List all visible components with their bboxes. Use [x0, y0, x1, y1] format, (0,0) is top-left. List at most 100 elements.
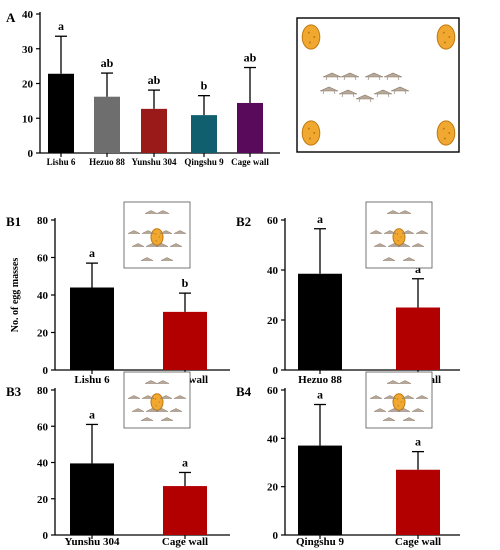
- panel-b3: B3 0 20 40 60 80 a Yunshu 304 a Cage wall: [6, 384, 230, 548]
- y-tick-label: 0: [273, 530, 279, 542]
- moth-icon: [156, 210, 170, 214]
- moth-icon: [382, 417, 396, 421]
- significance-letter: a: [58, 19, 64, 33]
- moth-icon: [169, 408, 183, 412]
- moth-icon: [127, 395, 141, 399]
- y-tick-label: 60: [37, 421, 49, 433]
- significance-letter: ab: [101, 56, 114, 70]
- moth-icon: [141, 230, 155, 234]
- panel-a: A 0 10 20 30 40 a Lishu 6 ab Hezuo 88 ab Yunshu 304…: [6, 9, 280, 167]
- bar: [94, 96, 120, 153]
- potato-icon: [301, 24, 321, 50]
- moth-icon: [338, 89, 358, 98]
- inset-b2: [365, 201, 433, 269]
- moth-icon: [402, 257, 416, 261]
- moth-icon: [401, 230, 415, 234]
- significance-letter: ab: [148, 73, 161, 87]
- significance-letter: b: [201, 79, 208, 93]
- significance-letter: a: [415, 435, 421, 449]
- y-tick-label: 60: [267, 215, 279, 227]
- x-tick-label: Qingshu 9: [184, 157, 224, 167]
- moth-icon: [387, 243, 401, 247]
- moth-icon: [156, 380, 170, 384]
- y-tick-label: 20: [37, 328, 49, 340]
- bar: [48, 73, 74, 153]
- moth-icon: [401, 395, 415, 399]
- x-tick-label: Yunshu 304: [65, 536, 120, 548]
- potato-icon: [436, 120, 456, 146]
- y-tick-label: 40: [22, 9, 34, 21]
- y-tick-label: 80: [37, 385, 49, 397]
- panel-b4: B4 0 20 40 60 a Qingshu 9 a Cage wall: [236, 384, 460, 548]
- moth-icon: [155, 408, 169, 412]
- moth-icon: [398, 210, 412, 214]
- y-tick-label: 10: [22, 113, 34, 125]
- y-tick-label: 40: [267, 433, 279, 445]
- moth-icon: [155, 243, 169, 247]
- significance-letter: a: [317, 388, 323, 402]
- moth-icon: [145, 408, 159, 412]
- panel-label: B2: [236, 214, 251, 229]
- moth-icon: [373, 89, 393, 98]
- moth-icon: [160, 417, 174, 421]
- significance-letter: ab: [244, 51, 257, 65]
- moth-icon: [382, 257, 396, 261]
- significance-letter: a: [317, 212, 323, 226]
- moth-icon: [319, 86, 339, 95]
- moth-icon: [355, 94, 375, 103]
- moth-icon: [169, 243, 183, 247]
- bar: [141, 108, 167, 153]
- moth-icon: [386, 380, 400, 384]
- y-tick-label: 30: [22, 44, 34, 56]
- panel-label: A: [6, 10, 16, 25]
- cage-diagram-a: [296, 17, 460, 153]
- moth-icon: [383, 72, 403, 81]
- inset-b3: [123, 371, 191, 429]
- bar: [298, 445, 342, 535]
- x-tick-label: Qingshu 9: [296, 536, 344, 548]
- moth-icon: [173, 395, 187, 399]
- y-tick-label: 60: [267, 385, 279, 397]
- moth-icon: [159, 395, 173, 399]
- x-tick-label: Cage wall: [231, 157, 269, 167]
- moth-icon: [144, 210, 158, 214]
- moth-icon: [145, 243, 159, 247]
- potato-icon: [150, 393, 164, 411]
- x-tick-label: Cage wall: [162, 536, 208, 548]
- inset-b4: [365, 371, 433, 429]
- bar: [70, 463, 114, 535]
- y-tick-label: 20: [267, 315, 279, 327]
- bar: [298, 273, 342, 370]
- y-axis-label: No. of egg masses: [10, 258, 21, 333]
- bar: [163, 311, 207, 370]
- moth-icon: [397, 408, 411, 412]
- moth-icon: [131, 408, 145, 412]
- significance-letter: a: [182, 455, 188, 469]
- moth-icon: [173, 230, 187, 234]
- moth-icon: [140, 257, 154, 261]
- moth-icon: [141, 395, 155, 399]
- x-tick-label: Hezuo 88: [298, 374, 342, 386]
- significance-letter: a: [89, 407, 95, 421]
- y-tick-label: 20: [37, 494, 49, 506]
- moth-icon: [383, 230, 397, 234]
- potato-icon: [392, 228, 406, 246]
- moth-icon: [402, 417, 416, 421]
- x-tick-label: Lishu 6: [47, 157, 76, 167]
- significance-letter: b: [182, 276, 189, 290]
- potato-icon: [392, 393, 406, 411]
- x-tick-label: Hezuo 88: [89, 157, 125, 167]
- moth-icon: [398, 380, 412, 384]
- bar: [70, 287, 114, 370]
- inset-b1: [123, 201, 191, 269]
- bar: [163, 486, 207, 535]
- cage-frame: [296, 17, 460, 153]
- moth-icon: [390, 86, 410, 95]
- moth-icon: [415, 230, 429, 234]
- moth-icon: [387, 408, 401, 412]
- significance-letter: a: [415, 262, 421, 276]
- y-tick-label: 80: [37, 215, 49, 227]
- moth-icon: [415, 395, 429, 399]
- moth-icon: [411, 408, 425, 412]
